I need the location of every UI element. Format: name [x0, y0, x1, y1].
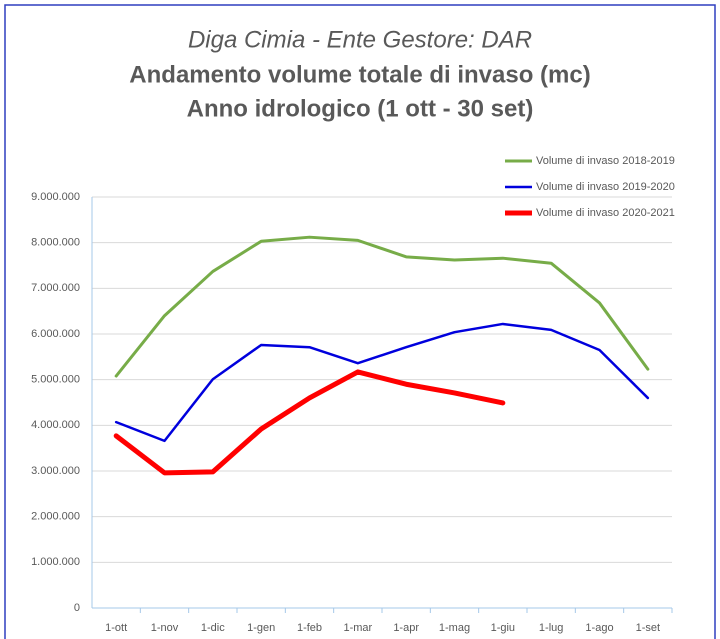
- x-tick-label: 1-nov: [151, 622, 179, 634]
- y-tick-label: 1.000.000: [31, 556, 80, 568]
- legend-label: Volume di invaso 2020-2021: [536, 207, 675, 219]
- chart-frame: [4, 4, 716, 639]
- legend-label: Volume di invaso 2018-2019: [536, 155, 675, 167]
- y-tick-label: 6.000.000: [31, 328, 80, 340]
- chart-subtitle: Anno idrologico (1 ott - 30 set): [187, 95, 534, 122]
- chart-subtitle: Andamento volume totale di invaso (mc): [129, 61, 590, 88]
- x-tick-label: 1-gen: [247, 622, 275, 634]
- x-tick-label: 1-ago: [585, 622, 613, 634]
- x-tick-label: 1-apr: [393, 622, 419, 634]
- y-tick-label: 4.000.000: [31, 419, 80, 431]
- x-tick-label: 1-set: [636, 622, 660, 634]
- x-tick-label: 1-lug: [539, 622, 563, 634]
- series-line: [114, 235, 650, 378]
- x-tick-label: 1-feb: [297, 622, 322, 634]
- y-tick-label: 5.000.000: [31, 374, 80, 386]
- x-tick-label: 1-mag: [439, 622, 470, 634]
- x-tick-label: 1-giu: [491, 622, 515, 634]
- chart-title: Diga Cimia - Ente Gestore: DAR: [188, 26, 532, 53]
- series-line: [114, 322, 650, 443]
- y-tick-label: 7.000.000: [31, 282, 80, 294]
- series-line: [113, 369, 506, 476]
- y-tick-label: 3.000.000: [31, 465, 80, 477]
- x-tick-label: 1-mar: [343, 622, 372, 634]
- y-tick-label: 0: [74, 602, 80, 614]
- y-tick-label: 9.000.000: [31, 191, 80, 203]
- y-tick-label: 8.000.000: [31, 237, 80, 249]
- x-tick-label: 1-dic: [201, 622, 225, 634]
- legend-label: Volume di invaso 2019-2020: [536, 181, 675, 193]
- x-tick-label: 1-ott: [105, 622, 127, 634]
- y-tick-label: 2.000.000: [31, 511, 80, 523]
